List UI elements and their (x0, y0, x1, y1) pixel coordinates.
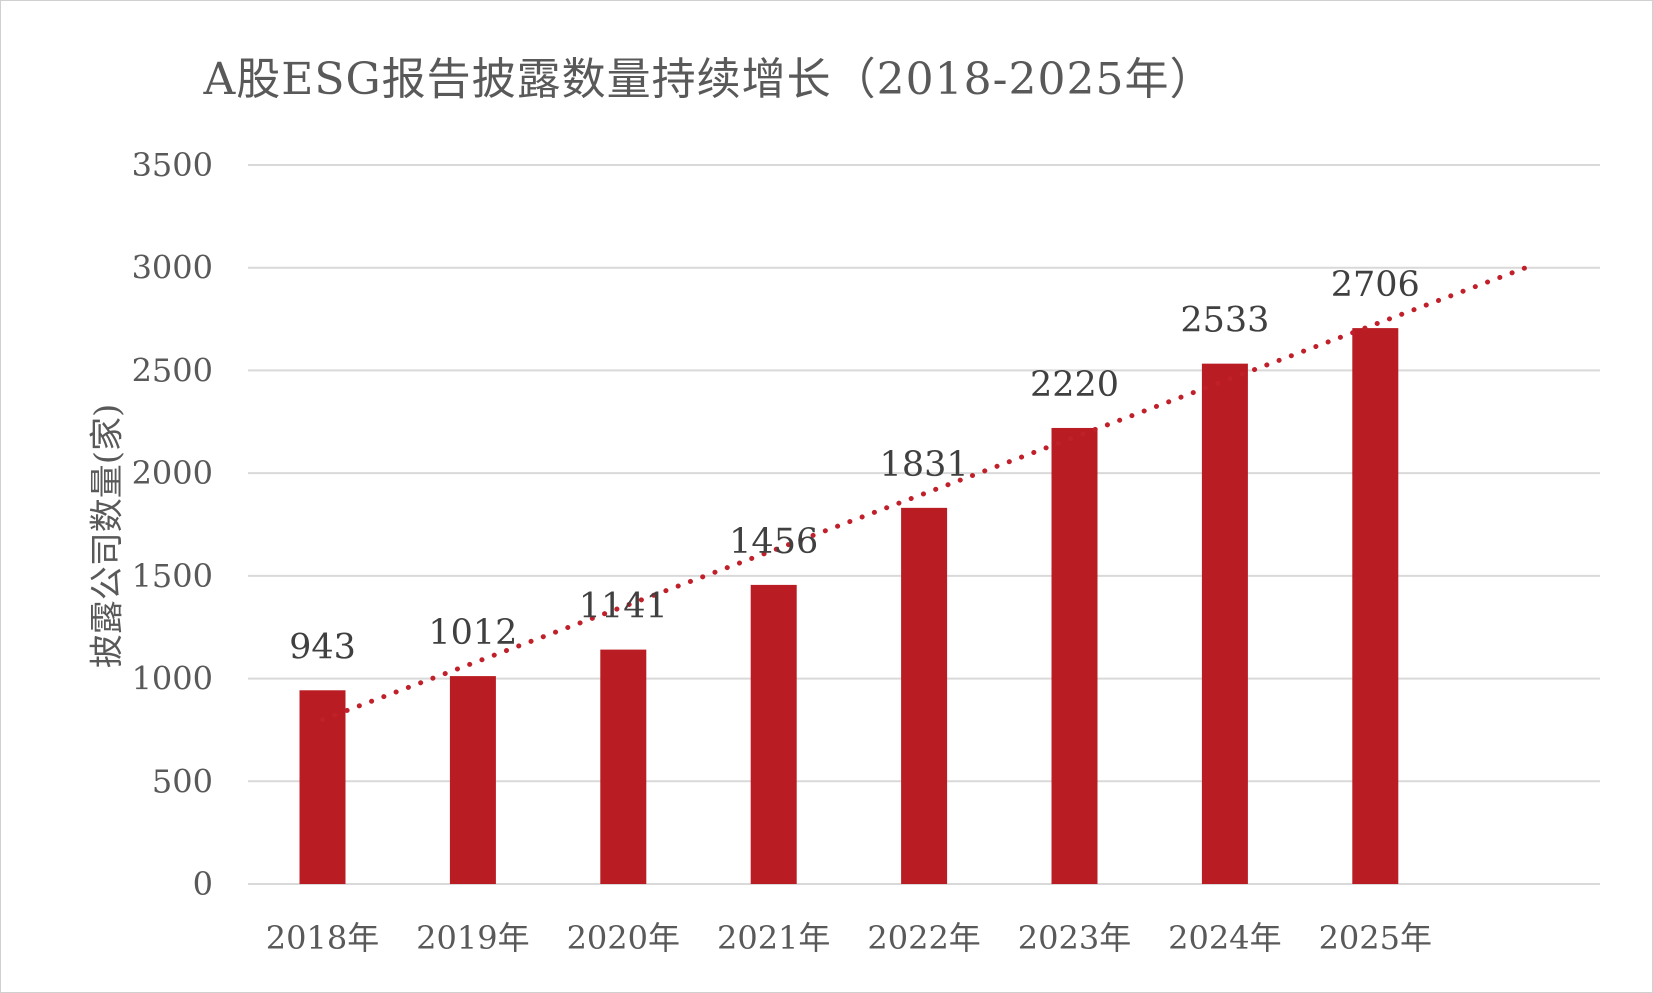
y-tick-label: 1500 (132, 557, 213, 595)
bar (1201, 363, 1248, 884)
y-tick-label: 500 (152, 762, 213, 800)
bar (299, 690, 346, 884)
data-label: 2533 (1180, 301, 1269, 341)
x-tick-label: 2019年 (416, 919, 529, 957)
x-tick-label: 2021年 (717, 919, 830, 957)
y-tick-label: 3500 (132, 146, 213, 184)
x-tick-label: 2023年 (1018, 919, 1131, 957)
y-tick-label: 1000 (132, 660, 213, 698)
trendline (320, 265, 1529, 723)
x-tick-label: 2022年 (867, 919, 980, 957)
y-tick-label: 2000 (132, 454, 213, 492)
bar (449, 676, 496, 884)
bar (901, 507, 948, 884)
y-tick-label: 3000 (132, 249, 213, 287)
bar (1051, 427, 1098, 884)
bar (1352, 328, 1399, 884)
y-tick-label: 0 (193, 865, 213, 903)
bar (600, 649, 647, 884)
data-label: 2706 (1331, 265, 1420, 305)
bar (750, 584, 797, 884)
y-tick-label: 2500 (132, 351, 213, 389)
data-label: 1456 (729, 522, 818, 562)
x-tick-label: 2018年 (266, 919, 379, 957)
chart-title: A股ESG报告披露数量持续增长（2018-2025年） (203, 54, 1215, 105)
data-label: 2220 (1030, 365, 1119, 405)
x-tick-label: 2020年 (567, 919, 680, 957)
data-label: 1831 (880, 445, 969, 485)
x-tick-label: 2024年 (1168, 919, 1281, 957)
y-axis-ticks: 0 500 1000 1500 2000 2500 3000 3500 (132, 146, 213, 903)
data-labels: 943 1012 1141 1456 1831 2220 2533 2706 (289, 265, 1420, 667)
trendline-group (320, 265, 1529, 723)
data-label: 943 (289, 627, 356, 667)
x-tick-label: 2025年 (1319, 919, 1432, 957)
x-axis-ticks: 2018年 2019年 2020年 2021年 2022年 2023年 2024年 2025年 (266, 919, 1432, 957)
data-label: 1141 (579, 587, 668, 627)
bars (299, 328, 1399, 884)
data-label: 1012 (428, 613, 517, 653)
